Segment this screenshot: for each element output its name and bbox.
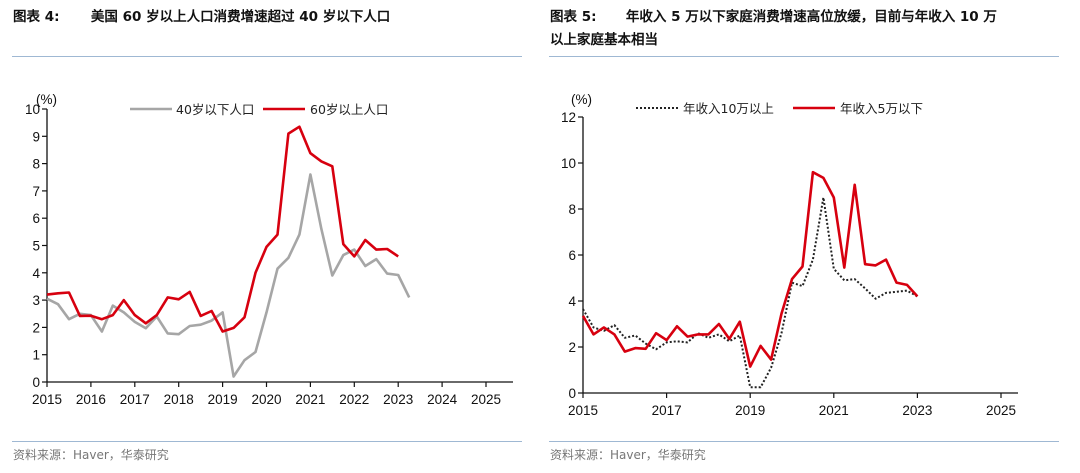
series-line-1 [582, 196, 918, 389]
right-chart-title: 图表 5: 年收入 5 万以下家庭消费增速高位放缓，目前与年收入 10 万 以上… [550, 6, 1070, 52]
x-tick-label: 2025 [986, 403, 1016, 418]
x-tick-label: 2017 [120, 392, 150, 407]
series-line-2 [581, 170, 919, 368]
x-tick-label: 2025 [471, 392, 501, 407]
x-tick-label: 2019 [208, 392, 238, 407]
legend-label-1: 年收入10万以上 [683, 101, 774, 116]
y-tick-label: 5 [32, 239, 40, 254]
legend-label-1: 40岁以下人口 [176, 102, 254, 117]
legend-label-2: 年收入5万以下 [840, 101, 923, 116]
y-tick-label: 10 [561, 156, 576, 171]
x-tick-label: 2022 [339, 392, 369, 407]
y-tick-label: 0 [32, 375, 40, 390]
legend-label-2: 60岁以上人口 [310, 102, 388, 117]
x-tick-label: 2020 [251, 392, 281, 407]
x-tick-label: 2023 [902, 403, 932, 418]
left-title-prefix: 图表 4: [13, 9, 60, 25]
y-tick-label: 8 [568, 202, 576, 217]
right-title-line1: 年收入 5 万以下家庭消费增速高位放缓，目前与年收入 10 万 [625, 9, 997, 25]
left-title-rule [12, 56, 522, 57]
x-tick-label: 2016 [76, 392, 106, 407]
y-tick-label: 2 [568, 340, 576, 355]
y-tick-label: 3 [32, 293, 40, 308]
left-line-chart: 0 1 2 3 4 5 6 7 8 9 10 2015 2016 2017 2018 2019 2020 2021… [25, 92, 513, 407]
y-unit-label: (%) [571, 92, 592, 107]
y-tick-label: 10 [25, 102, 40, 117]
y-tick-label: 7 [32, 184, 40, 199]
y-tick-label: 6 [32, 211, 40, 226]
x-tick-label: 2015 [32, 392, 62, 407]
y-tick-label: 12 [561, 110, 576, 125]
x-tick-label: 2024 [427, 392, 458, 407]
left-title-text: 美国 60 岁以上人口消费增速超过 40 岁以下人口 [90, 9, 391, 25]
x-tick-label: 2021 [295, 392, 325, 407]
right-title-rule [549, 56, 1059, 57]
right-title-prefix: 图表 5: [550, 9, 597, 25]
series-line-2 [46, 125, 399, 333]
y-tick-label: 2 [32, 320, 40, 335]
y-unit-label: (%) [36, 92, 57, 107]
x-tick-label: 2019 [735, 403, 765, 418]
y-tick-label: 1 [32, 348, 40, 363]
left-chart-title: 图表 4: 美国 60 岁以上人口消费增速超过 40 岁以下人口 [13, 6, 390, 29]
y-tick-label: 4 [32, 266, 40, 281]
y-tick-label: 4 [568, 294, 576, 309]
right-line-chart: 0 2 4 6 8 10 12 2015 2017 2019 2021 2023 2025 (%) 年收入1… [561, 92, 1018, 418]
right-title-line2: 以上家庭基本相当 [550, 32, 658, 48]
x-tick-label: 2015 [568, 403, 598, 418]
x-tick-label: 2023 [383, 392, 413, 407]
left-source: 资料来源：Haver，华泰研究 [13, 448, 169, 462]
y-tick-label: 8 [32, 157, 40, 172]
series-line-1 [46, 173, 411, 378]
y-tick-label: 6 [568, 248, 576, 263]
y-tick-label: 9 [32, 129, 40, 144]
x-tick-label: 2021 [819, 403, 849, 418]
right-source: 资料来源：Haver，华泰研究 [550, 448, 706, 462]
y-tick-label: 0 [568, 386, 576, 401]
x-tick-label: 2018 [164, 392, 194, 407]
left-footer-rule [12, 441, 522, 442]
right-footer-rule [549, 441, 1059, 442]
x-tick-label: 2017 [652, 403, 682, 418]
